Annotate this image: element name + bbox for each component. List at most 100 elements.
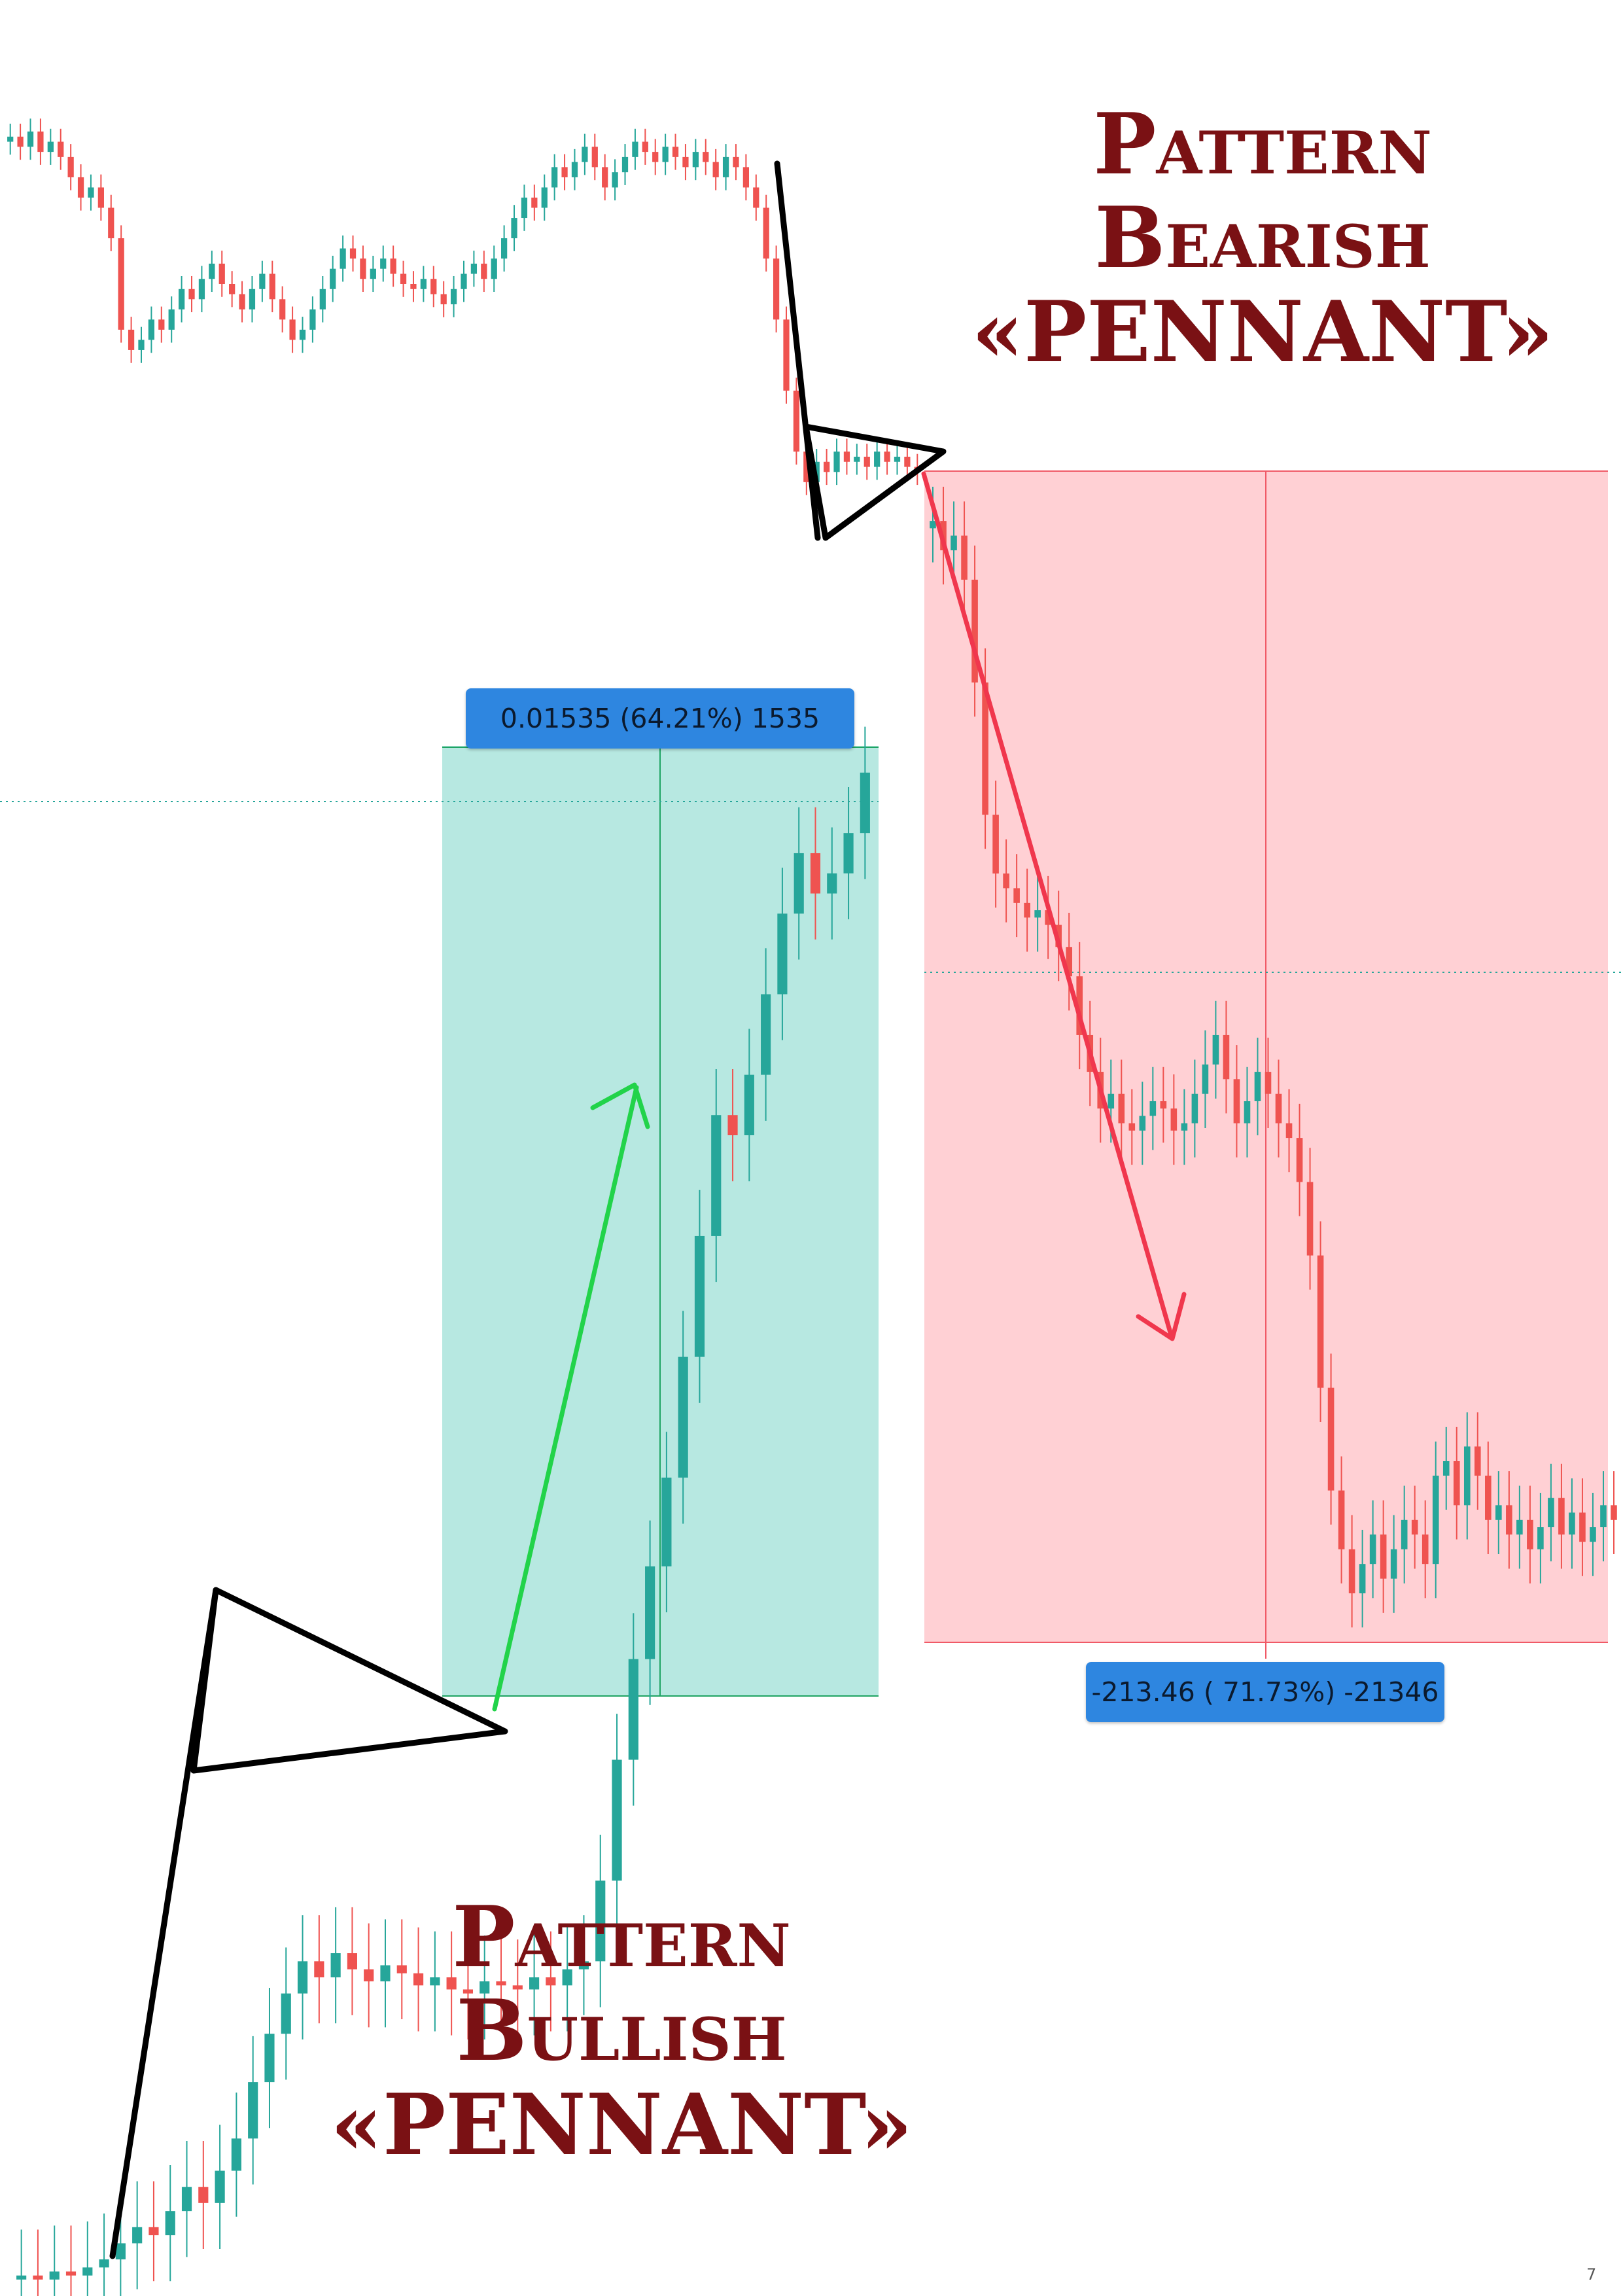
candle-down [218,263,225,284]
candle-down [652,152,659,162]
candle-up [148,319,155,340]
candle-down [561,167,568,177]
candle-down [198,2187,209,2203]
candle-up [662,147,669,162]
candle-down [773,258,780,320]
candle-up [7,136,14,142]
candle-down [58,141,64,157]
candle-up [231,2138,241,2171]
candle-up [562,1969,572,1986]
candle-up [632,141,638,157]
bearish-arrow [921,471,1187,1341]
candle-down [1485,1475,1492,1520]
candle-down [430,279,437,294]
bullish-pennant-drawing [109,1587,508,2259]
candle-down [712,162,719,177]
candle-down [1317,1255,1324,1388]
candle-up [612,172,618,188]
candle-up [761,994,771,1075]
bearish-title-line-1: Pattern [1093,96,1432,194]
candle-up [215,2170,225,2203]
candle-up [661,1477,672,1566]
candle-up [461,274,467,289]
bearish-pennant-drawing [774,160,947,541]
candle-down [37,132,44,152]
candle-down [591,147,598,168]
candle-down [733,156,739,168]
candle-down [314,1961,324,1977]
candle-up [678,1356,688,1478]
candle-down [390,258,396,274]
candle-up [1034,910,1041,918]
candle-down [108,207,114,239]
candle-down [364,1969,374,1982]
candle-down [1265,1072,1272,1094]
candle-down [803,451,810,482]
candle-up [480,1981,490,1994]
candle-up [450,289,457,305]
candle-down [188,289,195,300]
candle-down [824,461,830,472]
candle-up [1369,1534,1376,1564]
candle-up [115,2243,126,2260]
candle-down [1003,873,1009,889]
candle-down [793,391,800,452]
candle-up [1548,1498,1554,1528]
candle-up [578,1961,589,1969]
candle-up [860,772,870,834]
candle-up [319,289,326,309]
bullish-title-line-3: «PENNANT» [330,2075,913,2174]
candle-up [692,152,699,168]
candle-up [491,258,497,279]
candle-up [420,279,427,289]
bullish-title-line-2: Bullish [456,1982,787,2081]
candle-up [299,329,306,340]
candle-down [1338,1490,1345,1549]
candle-down [1223,1034,1230,1080]
candle-up [430,1977,440,1986]
candle-down [961,535,968,580]
candle-up [645,1566,655,1659]
candle-up [1600,1505,1607,1528]
candle-down [481,263,487,279]
candle-down [1170,1108,1178,1131]
candle-down [440,294,447,305]
candle-down [239,294,245,309]
candle-up [340,248,346,269]
candle-down [1013,888,1020,903]
candle-up [178,289,185,309]
candle-down [1160,1101,1167,1109]
candle-up [264,2034,275,2083]
candle-up [951,535,957,551]
candle-down [1296,1138,1303,1182]
candle-down [148,2227,159,2236]
candle-up [621,156,629,173]
candle-down [1024,902,1030,918]
candle-down [531,198,538,208]
candle-up [168,309,175,330]
candle-down [67,156,74,177]
candle-up [1149,1101,1157,1116]
candle-down [1611,1505,1617,1520]
candle-down [347,1953,357,1969]
candle-down [971,579,978,683]
candle-up [501,238,508,259]
candle-up [297,1961,308,1994]
candle-up [248,2082,258,2139]
candle-up [330,1953,341,1977]
bullish-pennant-triangle [190,1587,508,1774]
candle-down [360,258,366,279]
candle-down [982,682,988,815]
candle-up [309,309,316,330]
bullish-arrow [492,1082,650,1712]
candle-up [694,1235,705,1357]
candle-up [854,457,860,462]
candle-down [410,284,417,289]
candle-down [753,187,759,208]
candle-up [1401,1519,1408,1549]
candle-down [672,147,679,157]
candle-down [33,2275,43,2280]
candle-up [722,156,729,177]
candle-down [158,319,165,330]
